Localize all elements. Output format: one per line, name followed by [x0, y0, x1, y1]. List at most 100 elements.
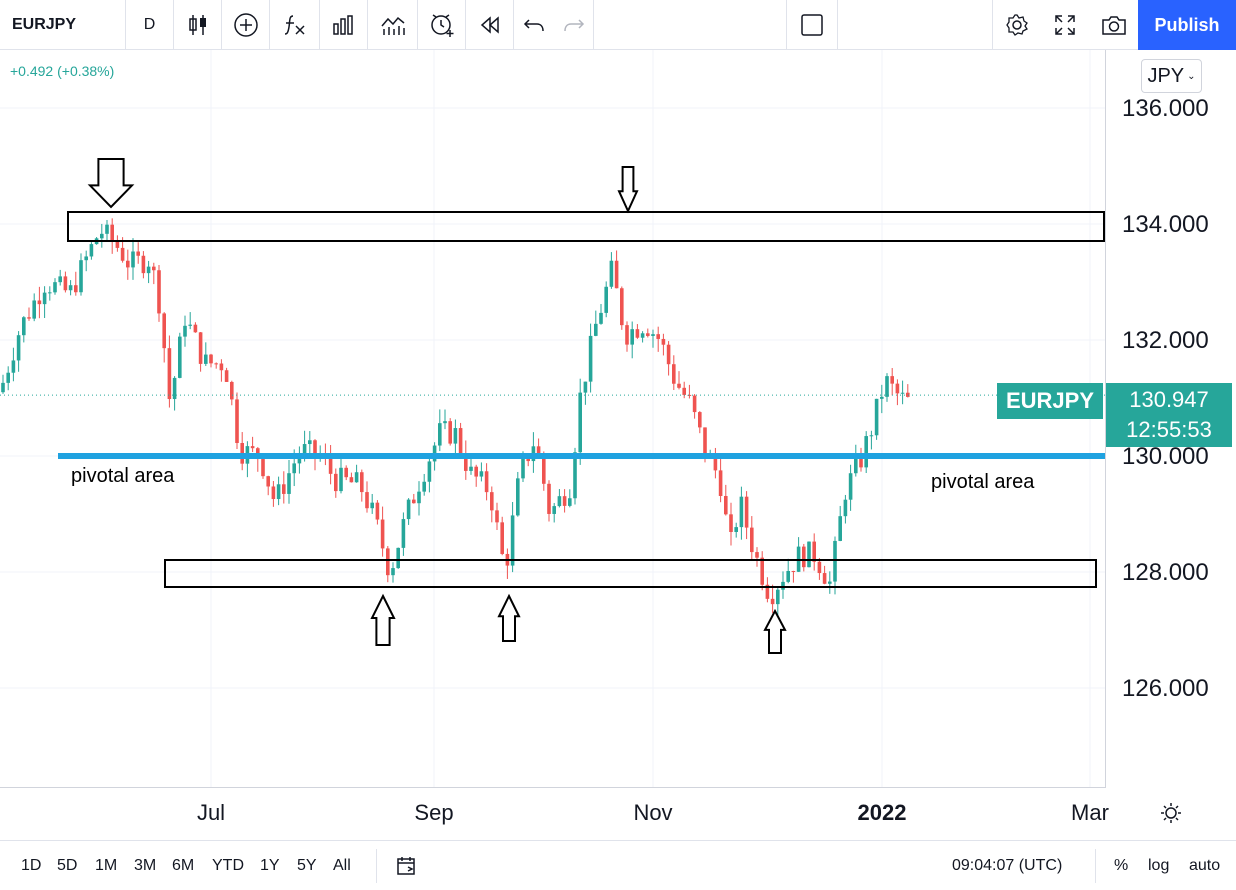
candle-body [63, 276, 68, 291]
candle-body [271, 486, 276, 500]
price-chart[interactable] [0, 50, 1106, 787]
candle-body [739, 496, 744, 528]
candle-body [718, 470, 723, 496]
goto-date-calendar-icon[interactable] [396, 855, 418, 882]
candle-body [770, 598, 775, 605]
candle-body [167, 348, 172, 400]
candle-body [53, 282, 57, 293]
candle-body [625, 325, 629, 345]
last-price-value: 130.947 [1129, 387, 1209, 412]
percent-scale-toggle[interactable]: % [1114, 857, 1129, 874]
price-tick: 126.000 [1122, 675, 1209, 702]
financials-chart-icon[interactable] [368, 0, 418, 50]
candle-body [219, 363, 224, 371]
range-6m[interactable]: 6M [172, 857, 195, 874]
time-axis[interactable]: Jul Sep Nov 2022 Mar [0, 787, 1109, 837]
camera-snapshot-icon[interactable] [1090, 0, 1138, 50]
indicators-fx-icon[interactable] [270, 0, 320, 50]
candle-body [302, 444, 307, 454]
replay-rewind-icon[interactable] [466, 0, 514, 50]
alert-clock-icon[interactable] [418, 0, 466, 50]
price-tick: 134.000 [1122, 211, 1209, 238]
candle-body [848, 473, 853, 500]
candle-style-icon[interactable] [174, 0, 222, 50]
range-5y[interactable]: 5Y [297, 857, 317, 874]
candle-body [713, 454, 718, 471]
candle-body [84, 256, 88, 261]
layout-square-icon[interactable] [786, 0, 838, 50]
candle-body [1, 382, 5, 393]
candle-body [802, 546, 806, 568]
range-1m[interactable]: 1M [95, 857, 118, 874]
candle-body [68, 285, 73, 291]
candle-body [750, 527, 754, 553]
log-scale-toggle[interactable]: log [1148, 857, 1170, 874]
candle-body [458, 428, 463, 454]
candle-body [672, 364, 676, 384]
price-tick: 132.000 [1122, 327, 1209, 354]
candle-body [703, 427, 707, 456]
candle-body [37, 300, 42, 305]
bottom-toolbar: 1D 5D 1M 3M 6M YTD 1Y 5Y All 09:04:07 (U… [0, 840, 1236, 890]
candle-body [542, 453, 546, 484]
utc-clock[interactable]: 09:04:07 (UTC) [952, 857, 1063, 874]
candle-body [562, 496, 567, 506]
candle-body [729, 514, 733, 532]
compare-plus-icon[interactable] [222, 0, 270, 50]
settings-gear-icon[interactable] [992, 0, 1040, 50]
candle-body [781, 581, 785, 590]
candle-body [193, 324, 198, 333]
candle-body [880, 396, 884, 399]
interval-button[interactable]: D [126, 0, 174, 50]
candle-body [744, 496, 749, 528]
price-axis[interactable]: 136.000 134.000 132.000 130.000 128.000 … [1106, 50, 1236, 787]
candle-body [401, 519, 406, 548]
candle-body [578, 392, 582, 453]
range-5d[interactable]: 5D [57, 857, 78, 874]
candle-body [828, 581, 832, 584]
fullscreen-icon[interactable] [1040, 0, 1090, 50]
candle-body [380, 519, 385, 549]
range-1y[interactable]: 1Y [260, 857, 280, 874]
candle-body [282, 484, 286, 494]
price-tick: 130.000 [1122, 443, 1209, 470]
publish-button[interactable]: Publish [1138, 0, 1236, 50]
range-3m[interactable]: 3M [134, 857, 157, 874]
up-arrow-icon [370, 593, 396, 646]
candle-body [786, 570, 790, 582]
range-1d[interactable]: 1D [21, 857, 42, 874]
candle-body [900, 392, 905, 394]
annotation-drawings [58, 158, 1106, 654]
range-all[interactable]: All [333, 857, 351, 874]
candle-body [510, 515, 515, 566]
pivot-label-left: pivotal area [71, 465, 175, 487]
symbol-search-button[interactable]: EURJPY [0, 0, 126, 50]
time-tick: 2022 [857, 800, 907, 825]
candle-body [776, 589, 780, 605]
candle-body [599, 312, 603, 324]
chart-properties-sun-icon[interactable] [1160, 802, 1182, 829]
range-ytd[interactable]: YTD [212, 857, 244, 874]
candle-body [11, 360, 16, 373]
bar-chart-icon[interactable] [320, 0, 368, 50]
candle-body [438, 423, 442, 446]
down-arrow-icon [87, 158, 135, 209]
candle-body [583, 381, 588, 393]
currency-select[interactable]: JPY ⌄ [1141, 59, 1202, 93]
candle-body [412, 499, 416, 504]
auto-scale-toggle[interactable]: auto [1189, 857, 1221, 874]
time-tick: Sep [414, 800, 454, 825]
candle-body [609, 260, 614, 287]
candle-body [812, 541, 816, 562]
time-tick: Nov [633, 800, 673, 825]
candle-body [308, 440, 312, 445]
candle-body [843, 499, 848, 517]
bar-countdown: 12:55:53 [1126, 417, 1212, 442]
undo-icon[interactable] [514, 0, 554, 50]
candle-body [209, 354, 213, 364]
candle-body [313, 440, 317, 457]
redo-icon[interactable] [554, 0, 594, 50]
candle-body [204, 354, 208, 364]
candle-body [328, 457, 333, 474]
candle-body [183, 325, 187, 337]
